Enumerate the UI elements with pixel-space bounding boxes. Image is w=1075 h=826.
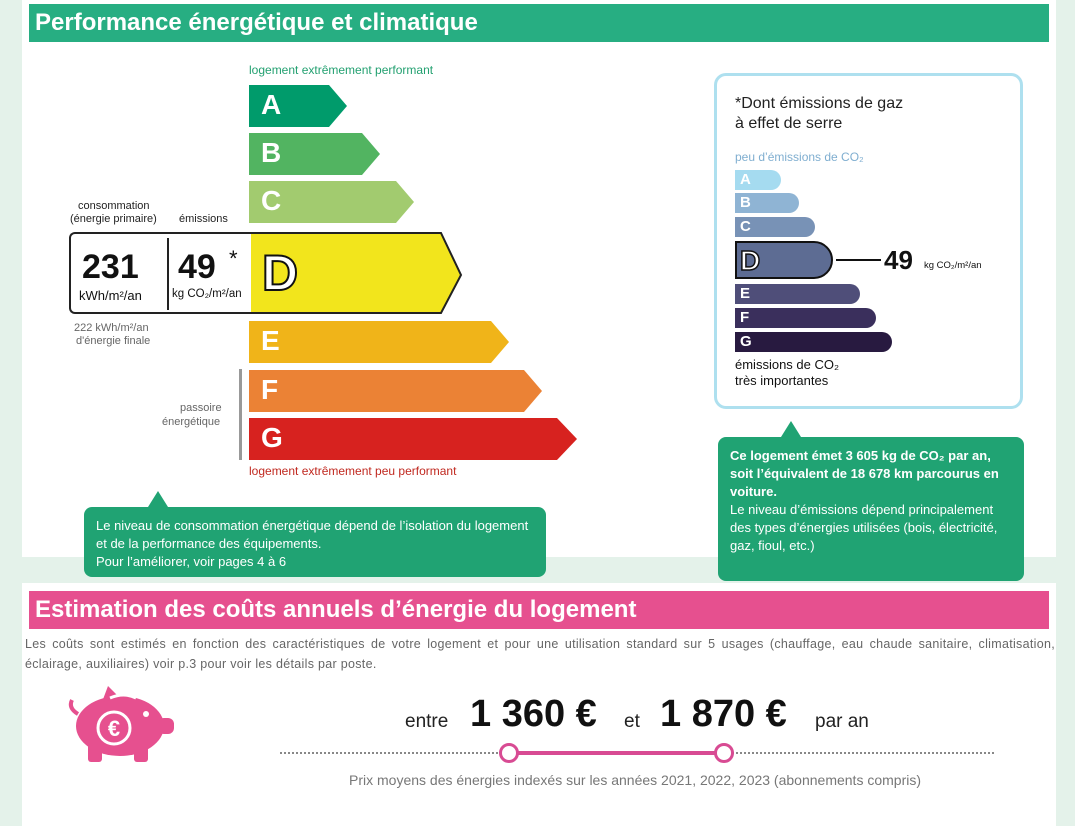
energy-improve-text: Pour l’améliorer, voir pages 4 à 6: [96, 554, 287, 569]
cost-range-line: [509, 751, 724, 755]
ghg-bar-d: D: [735, 241, 833, 279]
energy-letter-a: A: [261, 89, 282, 120]
consumption-divider: [167, 238, 169, 310]
cost-price-note: Prix moyens des énergies indexés sur les…: [349, 772, 921, 788]
energy-scale: [249, 85, 577, 460]
cost-between-word: entre: [405, 711, 449, 732]
cost-per-year-word: par an: [815, 711, 869, 732]
ghg-letter-a: A: [740, 171, 751, 188]
ghg-bar-f: F: [735, 308, 876, 328]
emissions-value: 49: [178, 248, 216, 286]
piggy-bank-euro-icon: €: [68, 686, 174, 762]
energy-info-bubble: Le niveau de consommation énergétique dé…: [84, 507, 546, 577]
energy-letter-g: G: [261, 422, 283, 453]
ghg-emission-text: Ce logement émet 3 605 kg de CO₂ par an,…: [730, 448, 999, 499]
ghg-info-text: Le niveau d’émissions dépend principalem…: [730, 502, 998, 553]
passoire-sublabel: énergétique: [162, 416, 221, 428]
ghg-bubble-tail: [781, 421, 801, 437]
passoire-bracket: [239, 369, 242, 460]
ghg-letter-c: C: [740, 218, 751, 235]
consumption-box: [69, 232, 251, 314]
cost-min-value: 1 360 €: [470, 693, 597, 735]
cost-range-min-marker: [499, 743, 519, 763]
ghg-letter-g: G: [740, 333, 752, 350]
ghg-bottom-label-line2: très importantes: [735, 373, 829, 388]
energy-bar-d: [249, 232, 463, 314]
emissions-asterisk: *: [229, 246, 238, 271]
final-energy-label: d'énergie finale: [76, 335, 151, 347]
ghg-bottom-label: émissions de CO₂: [735, 357, 840, 372]
ghg-bar-a: A: [735, 170, 781, 190]
cost-section-title: Estimation des coûts annuels d’énergie d…: [29, 591, 1049, 629]
ghg-bar-g: G: [735, 332, 892, 352]
ghg-pointer-line: [836, 259, 881, 261]
energy-bubble-tail: [148, 491, 168, 507]
ghg-letter-f: F: [740, 309, 750, 326]
energy-section-title: Performance énergétique et climatique: [29, 4, 1049, 42]
final-energy-value: 222 kWh/m²/an: [74, 322, 149, 334]
ghg-bar-e: E: [735, 284, 860, 304]
energy-bar-f: [249, 370, 542, 412]
energy-letter-e: E: [261, 325, 280, 356]
energy-letter-b: B: [261, 137, 282, 168]
bottom-performance-label: logement extrêmement peu performant: [249, 464, 457, 478]
cost-intro-text: Les coûts sont estimés en fonction des c…: [25, 637, 1055, 671]
cost-scale-left-dots: [280, 752, 510, 754]
ghg-unit: kg CO₂/m²/an: [924, 260, 982, 271]
svg-text:€: €: [108, 716, 120, 741]
ghg-letter-b: B: [740, 194, 751, 211]
energy-letter-c: C: [261, 185, 282, 216]
ghg-title-line2: à effet de serre: [735, 115, 843, 132]
consumption-unit: kWh/m²/an: [79, 288, 142, 303]
passoire-label: passoire: [180, 402, 222, 414]
ghg-letter-d: D: [739, 244, 761, 277]
top-performance-label: logement extrêmement performant: [249, 63, 434, 77]
cost-max-value: 1 870 €: [660, 693, 787, 735]
ghg-title: *Dont émissions de gaz: [735, 95, 904, 112]
ghg-bar-c: C: [735, 217, 815, 237]
cost-range-max-marker: [714, 743, 734, 763]
ghg-info-bubble: Ce logement émet 3 605 kg de CO₂ par an,…: [718, 437, 1024, 581]
energy-bar-g: [249, 418, 577, 460]
ghg-bar-b: B: [735, 193, 799, 213]
emissions-label: émissions: [179, 213, 228, 225]
emissions-unit: kg CO₂/m²/an: [172, 288, 242, 300]
consumption-value: 231: [82, 248, 139, 286]
consumption-sublabel: (énergie primaire): [70, 213, 157, 225]
cost-and-word: et: [624, 711, 640, 732]
cost-scale-right-dots: [724, 752, 994, 754]
ghg-value: 49: [884, 245, 913, 275]
energy-info-text: Le niveau de consommation énergétique dé…: [96, 518, 529, 551]
energy-bar-e: [249, 321, 509, 363]
ghg-letter-e: E: [740, 285, 751, 302]
energy-letter-f: F: [261, 374, 279, 405]
energy-bar-b: [249, 133, 380, 175]
consumption-label: consommation: [78, 200, 150, 212]
energy-bar-c: [249, 181, 414, 223]
ghg-top-label: peu d’émissions de CO₂: [735, 150, 864, 164]
energy-bar-a: [249, 85, 347, 127]
energy-letter-d: D: [261, 244, 299, 302]
